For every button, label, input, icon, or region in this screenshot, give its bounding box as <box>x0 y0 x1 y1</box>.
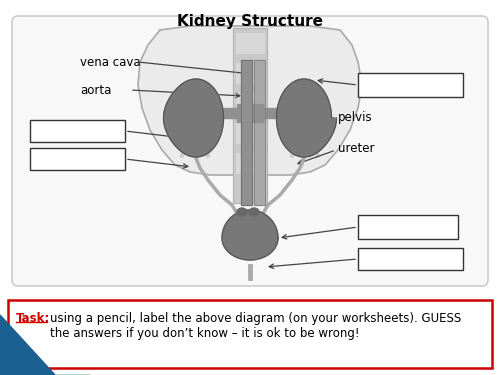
Polygon shape <box>222 210 278 260</box>
Polygon shape <box>138 26 362 175</box>
Bar <box>235 92 265 114</box>
Bar <box>254 60 265 205</box>
Text: vena cava: vena cava <box>80 56 140 69</box>
Polygon shape <box>276 79 336 157</box>
Bar <box>235 152 265 174</box>
Bar <box>205 108 241 118</box>
Bar <box>235 32 265 54</box>
Bar <box>30 148 125 170</box>
Text: Kidney Structure: Kidney Structure <box>177 14 323 29</box>
Text: pelvis: pelvis <box>338 111 372 125</box>
Bar <box>235 122 265 144</box>
Bar <box>358 73 463 97</box>
Text: ureter: ureter <box>338 141 374 154</box>
Bar <box>358 248 463 270</box>
Bar <box>259 108 295 118</box>
Bar <box>241 60 252 205</box>
Bar <box>8 300 492 368</box>
Ellipse shape <box>237 208 247 216</box>
Bar <box>235 62 265 84</box>
Bar <box>233 28 267 203</box>
Text: using a pencil, label the above diagram (on your worksheets). GUESS
the answers : using a pencil, label the above diagram … <box>50 312 461 340</box>
Bar <box>30 120 125 142</box>
Bar <box>254 60 265 205</box>
Bar <box>237 104 263 122</box>
Bar <box>235 122 265 144</box>
Polygon shape <box>164 79 224 157</box>
Bar <box>235 32 265 54</box>
FancyBboxPatch shape <box>12 16 488 286</box>
Ellipse shape <box>249 208 259 216</box>
Bar <box>235 62 265 84</box>
Text: aorta: aorta <box>80 84 112 96</box>
Bar <box>235 152 265 174</box>
Text: Task:: Task: <box>16 312 50 325</box>
Bar <box>358 215 458 239</box>
Bar <box>235 92 265 114</box>
Bar <box>241 60 252 205</box>
Polygon shape <box>0 315 55 375</box>
Bar <box>233 28 267 203</box>
